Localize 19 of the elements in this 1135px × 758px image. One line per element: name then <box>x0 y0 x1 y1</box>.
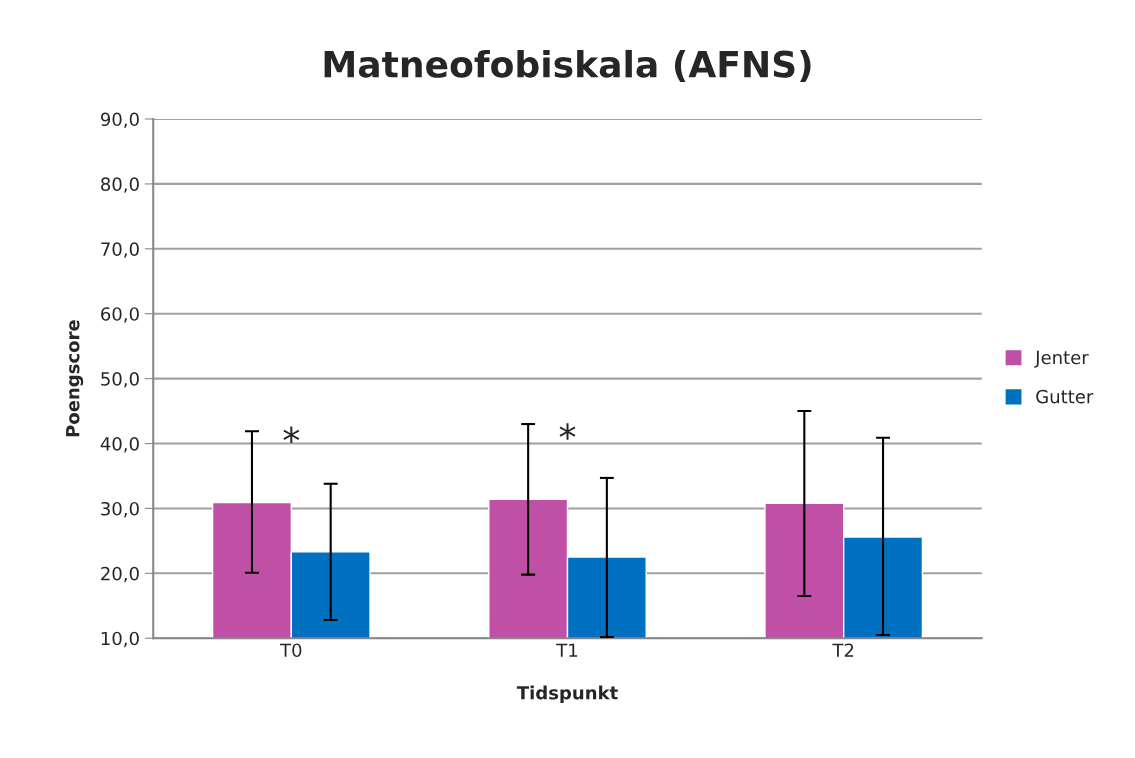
x-tick-label: T0 <box>280 643 302 658</box>
y-tick-label: 50,0 <box>101 372 139 388</box>
annotation: * <box>283 426 300 444</box>
y-tick-label: 80,0 <box>101 177 139 193</box>
x-tick-label: T2 <box>832 643 854 657</box>
y-tick-label: 90,0 <box>100 112 139 128</box>
y-tick-label: 30,0 <box>101 501 139 518</box>
y-tick-label: 10,0 <box>101 631 139 648</box>
y-tick-label: 60,0 <box>101 307 139 323</box>
y-axis-title: Poengscore <box>66 320 84 437</box>
x-tick-label: T1 <box>556 643 578 657</box>
annotation: * <box>559 423 576 440</box>
y-tick-label: 70,0 <box>101 242 139 258</box>
x-axis-title: Tidspunkt <box>516 685 618 704</box>
y-tick-label: 40,0 <box>100 436 139 453</box>
y-tick-label: 20,0 <box>101 566 139 583</box>
chart-title: Matneofobiskala (AFNS) <box>324 49 811 83</box>
legend-label: Jenter <box>1034 350 1089 368</box>
legend-label: Gutter <box>1036 389 1094 404</box>
